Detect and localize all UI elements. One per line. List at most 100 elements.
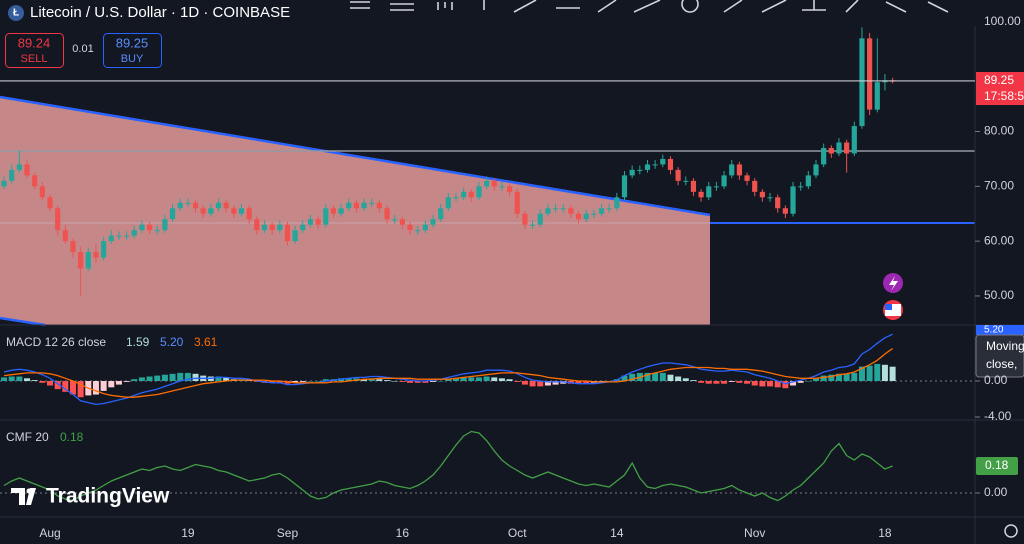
histogram-bar: [835, 373, 842, 382]
histogram-bar: [92, 381, 99, 395]
candle-body: [177, 202, 183, 209]
histogram-bar: [146, 376, 153, 382]
flag-icon-glyph: [885, 304, 892, 310]
candle-body: [591, 213, 597, 215]
sell-label: SELL: [21, 53, 48, 65]
x-tick-label: Nov: [744, 526, 765, 540]
histogram-bar: [69, 381, 76, 395]
candle-body: [9, 169, 15, 181]
macd-last-box: [976, 325, 1024, 335]
sell-button[interactable]: [5, 33, 64, 68]
chart-title: Litecoin / U.S. Dollar · 1D · COINBASE: [30, 4, 290, 21]
candle-body: [101, 241, 107, 258]
tool-icon[interactable]: [633, 0, 661, 13]
histogram-bar: [223, 377, 230, 382]
candle-body: [169, 208, 176, 220]
candle-body: [32, 175, 38, 187]
macd-legend-title: MACD 12 26 close: [6, 335, 106, 349]
tool-icon[interactable]: [513, 0, 537, 13]
tool-icon[interactable]: [597, 0, 617, 13]
candle-body: [47, 197, 53, 209]
candle-body: [307, 219, 314, 225]
histogram-bar: [575, 381, 582, 384]
buy-price: 89.25: [116, 35, 149, 50]
tool-icon[interactable]: [761, 0, 787, 13]
candle-body: [874, 82, 880, 110]
histogram-bar: [54, 381, 61, 390]
candle-body: [24, 164, 30, 176]
candle-body: [1, 180, 7, 187]
histogram-bar: [759, 381, 766, 387]
y-tick-label: 70.00: [984, 179, 1014, 193]
candle-body: [415, 230, 421, 232]
tool-icon[interactable]: [681, 0, 699, 13]
tool-icon[interactable]: [723, 0, 743, 13]
candle-body: [85, 252, 91, 269]
histogram-bar: [713, 381, 720, 384]
candle-body: [246, 208, 252, 220]
tool-icon[interactable]: [845, 0, 859, 13]
histogram-bar: [659, 372, 666, 382]
histogram-bar: [437, 381, 444, 382]
tool-icon[interactable]: [802, 0, 826, 11]
brand-mark: [26, 488, 32, 494]
histogram-bar: [552, 381, 559, 385]
last-price-box: [976, 72, 1024, 105]
histogram-bar: [430, 381, 436, 382]
tool-icon[interactable]: [350, 1, 370, 9]
macd-line: [3, 347, 893, 398]
tool-icon[interactable]: [927, 1, 949, 13]
histogram-bar: [583, 381, 590, 384]
candle-body: [568, 208, 574, 214]
histogram-bar: [299, 381, 306, 382]
tool-icon[interactable]: [390, 3, 414, 11]
tool-icon[interactable]: [437, 2, 453, 10]
histogram-bar: [644, 372, 651, 382]
candle-body: [323, 208, 329, 225]
histogram-bar: [276, 381, 283, 383]
histogram-bar: [728, 381, 735, 382]
histogram-bar: [460, 377, 467, 382]
candle-body: [644, 164, 651, 170]
histogram-bar: [866, 365, 873, 382]
candle-body: [315, 219, 321, 225]
candle-body: [162, 219, 168, 231]
candle-body: [713, 186, 720, 188]
histogram-bar: [24, 378, 31, 382]
candle-body: [108, 235, 114, 242]
tool-icon[interactable]: [885, 1, 907, 13]
candle-body: [545, 208, 551, 214]
candle-body: [844, 142, 850, 154]
candle-body: [154, 230, 160, 232]
buy-label: BUY: [121, 53, 144, 65]
histogram-bar: [751, 381, 758, 386]
y-tick-label: 60.00: [984, 233, 1014, 247]
candle-body: [667, 158, 674, 170]
histogram-bar: [215, 376, 222, 382]
settings-icon[interactable]: [1004, 524, 1018, 538]
macd-legend-value: 3.61: [194, 335, 218, 349]
histogram-bar: [62, 381, 69, 392]
histogram-bar: [8, 376, 15, 382]
candle-body: [729, 164, 735, 176]
candle-body: [185, 202, 191, 204]
histogram-bar: [483, 376, 490, 382]
histogram-bar: [115, 381, 122, 385]
candle-body: [775, 197, 781, 209]
tooltip-text: close,: [986, 357, 1017, 371]
cmf-last-box: [976, 457, 1018, 475]
toolbar-icons: [350, 0, 949, 13]
y-tick-label: 0.00: [984, 373, 1008, 387]
buy-button[interactable]: [103, 33, 162, 68]
candle-body: [461, 191, 467, 198]
histogram-bar: [361, 379, 368, 382]
candle-body: [78, 252, 84, 269]
histogram-bar: [452, 378, 459, 382]
event-icon-glyph: [889, 276, 898, 291]
histogram-bar: [521, 381, 528, 385]
y-tick-label: 80.00: [984, 124, 1014, 138]
candle-body: [859, 38, 865, 127]
candle-body: [614, 197, 620, 209]
trend-line: [0, 95, 711, 217]
candle-body: [476, 186, 482, 198]
